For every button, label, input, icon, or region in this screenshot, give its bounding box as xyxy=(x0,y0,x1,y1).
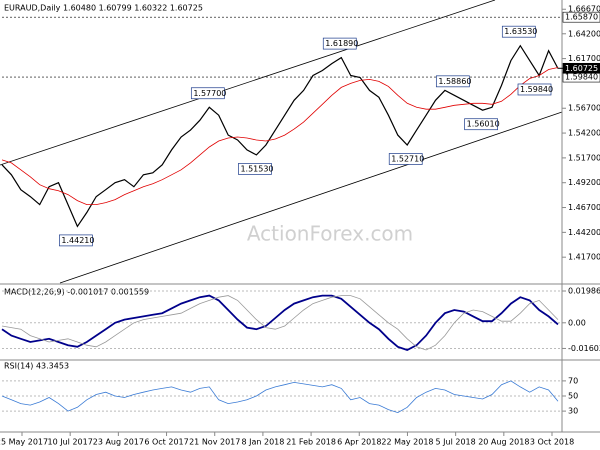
channel-upper xyxy=(0,0,496,166)
y-tick-label: 70 xyxy=(568,376,578,385)
y-tick-label: 1.49200 xyxy=(568,178,600,187)
annotation-box xyxy=(435,75,470,88)
x-tick-label: 5 Jul 2018 xyxy=(436,438,476,447)
y-tick-label: 1.46700 xyxy=(568,203,600,212)
rsi-title: RSI(14) 43.3453 xyxy=(4,362,69,371)
price-label: 1.59840 xyxy=(565,73,598,82)
y-tick-label: 30 xyxy=(568,407,578,416)
y-tick-label: 1.54200 xyxy=(568,129,600,138)
annotation-box xyxy=(517,83,552,96)
x-tick-label: 22 May 2018 xyxy=(381,438,433,447)
x-tick-label: 23 Aug 2017 xyxy=(93,438,144,447)
x-tick-label: 10 Jul 2017 xyxy=(48,438,93,447)
y-tick-label: 1.51700 xyxy=(568,153,600,162)
chart-title: EURAUD,Daily 1.60480 1.60799 1.60322 1.6… xyxy=(4,4,203,13)
price-label: 1.65870 xyxy=(565,13,598,22)
series-line xyxy=(1,295,559,351)
y-tick-label: 50 xyxy=(568,392,578,401)
price-label-box xyxy=(562,62,600,74)
x-tick-label: 21 Feb 2018 xyxy=(286,438,336,447)
y-tick-label: 1.61700 xyxy=(568,54,600,63)
annotation-box xyxy=(59,234,93,247)
y-tick-label: 1.41700 xyxy=(568,253,600,262)
annotation: 1.58860 xyxy=(438,77,471,86)
annotation: 1.44210 xyxy=(61,236,94,245)
y-tick-label: 1.44200 xyxy=(568,228,600,237)
watermark: ActionForex.com xyxy=(247,222,413,246)
y-tick-label: 0.00 xyxy=(568,318,586,327)
annotation-box xyxy=(464,118,498,131)
x-tick-label: 6 Apr 2018 xyxy=(337,438,381,447)
annotation: 1.59840 xyxy=(520,85,553,94)
annotation: 1.57700 xyxy=(193,89,226,98)
x-tick-label: 3 Oct 2018 xyxy=(530,438,574,447)
annotation: 1.63530 xyxy=(504,27,537,36)
annotation-box xyxy=(322,37,357,50)
annotation: 1.61890 xyxy=(325,39,358,48)
y-tick-label: 0.019869 xyxy=(568,287,600,296)
annotation: 1.51530 xyxy=(240,164,273,173)
x-tick-label: 21 Nov 2017 xyxy=(189,438,240,447)
annotation: 1.52710 xyxy=(391,154,424,163)
y-tick-label: 1.56700 xyxy=(568,104,600,113)
series-line xyxy=(1,44,559,228)
price-label-box xyxy=(562,11,600,23)
channel-lower xyxy=(59,111,563,284)
x-tick-label: 8 Jan 2018 xyxy=(241,438,284,447)
series-line xyxy=(1,67,559,205)
annotation: 1.56010 xyxy=(467,120,500,129)
x-tick-label: 20 Aug 2018 xyxy=(478,438,529,447)
annotation-box xyxy=(501,25,536,38)
annotation-box xyxy=(190,87,225,100)
y-tick-label: -0.01603 xyxy=(568,344,600,353)
annotation-box xyxy=(238,163,272,175)
x-tick-label: 25 May 2017 xyxy=(0,438,48,447)
y-tick-label: 1.66670 xyxy=(568,5,600,14)
series-line xyxy=(1,380,559,414)
x-tick-label: 6 Oct 2017 xyxy=(144,438,188,447)
annotation-box xyxy=(388,153,423,165)
y-tick-label: 1.64200 xyxy=(568,29,600,38)
price-label: 1.60725 xyxy=(565,64,598,73)
macd-title: MACD(12,26,9) -0.001017 0.001559 xyxy=(4,288,149,297)
